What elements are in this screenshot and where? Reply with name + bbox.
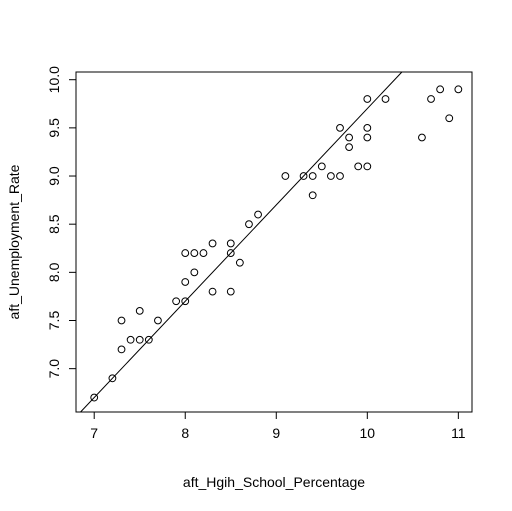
data-point xyxy=(126,335,135,344)
data-point xyxy=(336,172,344,180)
data-point xyxy=(117,345,126,354)
data-point xyxy=(363,95,372,103)
y-tick-label: 9.5 xyxy=(46,118,62,138)
x-axis-title: aft_Hgih_School_Percentage xyxy=(183,474,365,490)
data-point xyxy=(117,316,126,325)
data-point xyxy=(381,95,390,103)
y-tick-label: 9.0 xyxy=(46,166,62,186)
data-point xyxy=(172,297,181,306)
data-point xyxy=(199,249,208,257)
data-point xyxy=(317,162,326,171)
data-point xyxy=(226,239,235,248)
data-point xyxy=(345,143,354,152)
data-point xyxy=(154,316,162,325)
data-point xyxy=(144,335,153,344)
data-point xyxy=(226,287,235,296)
data-point xyxy=(363,162,372,171)
data-point xyxy=(418,133,426,142)
data-point xyxy=(108,374,117,383)
data-points xyxy=(90,85,463,402)
data-point xyxy=(326,172,335,180)
data-point xyxy=(90,393,99,402)
y-tick-label: 10.0 xyxy=(46,66,62,93)
x-tick-label: 7 xyxy=(90,425,98,441)
reference-line xyxy=(80,71,403,413)
data-point xyxy=(354,162,363,171)
data-point xyxy=(181,297,190,306)
data-point xyxy=(345,133,354,142)
y-axis: 7.0 7.5 8.0 8.5 9.0 9.5 10.0 xyxy=(46,66,76,379)
data-point xyxy=(308,172,317,180)
data-point xyxy=(226,249,235,257)
data-point xyxy=(135,306,144,315)
data-point xyxy=(135,335,144,344)
data-point xyxy=(181,278,190,286)
y-axis-title: aft_Unemployment_Rate xyxy=(6,164,22,319)
data-point xyxy=(208,239,217,248)
data-point xyxy=(254,210,262,219)
data-point xyxy=(208,287,217,296)
y-tick-label: 8.5 xyxy=(46,214,62,234)
data-point xyxy=(190,268,199,277)
data-point xyxy=(436,85,445,94)
data-point xyxy=(363,133,372,142)
data-point xyxy=(336,123,344,132)
x-tick-label: 9 xyxy=(272,425,280,441)
x-tick-label: 10 xyxy=(360,425,376,441)
plot-frame xyxy=(75,71,473,413)
data-point xyxy=(308,191,317,200)
x-tick-label: 11 xyxy=(451,425,466,441)
x-tick-label: 8 xyxy=(181,425,189,441)
x-axis: 7 8 9 10 11 xyxy=(90,412,466,441)
data-point xyxy=(235,258,244,267)
data-point xyxy=(281,172,290,180)
data-point xyxy=(454,85,463,94)
data-point xyxy=(299,172,308,180)
data-point xyxy=(245,220,253,229)
data-point xyxy=(427,95,435,103)
y-tick-label: 8.0 xyxy=(46,262,62,282)
data-point xyxy=(445,114,454,123)
data-point xyxy=(181,249,190,257)
data-point xyxy=(190,249,199,257)
y-tick-label: 7.0 xyxy=(46,359,62,379)
reference-line-layer xyxy=(80,71,403,413)
y-tick-label: 7.5 xyxy=(46,311,62,331)
data-point xyxy=(363,123,372,132)
